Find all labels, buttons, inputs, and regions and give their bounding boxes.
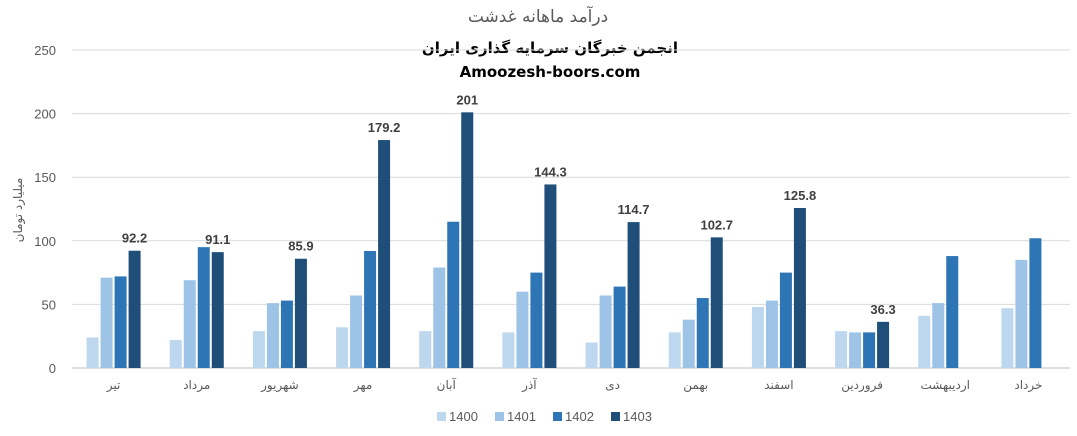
bar-1403	[128, 250, 141, 368]
bar-1403	[710, 237, 723, 368]
x-category-label: آبان	[437, 377, 457, 392]
bar-1401	[599, 295, 612, 368]
x-category-label: مرداد	[183, 378, 210, 393]
legend-label: 1403	[623, 409, 652, 424]
x-category-label: اسفند	[764, 378, 793, 392]
data-label: 125.8	[784, 188, 817, 203]
data-label: 92.2	[122, 231, 147, 246]
legend-swatch-1403	[611, 412, 620, 421]
x-category-label: اردیبهشت	[921, 378, 970, 393]
bar-1402	[946, 256, 959, 368]
bar-1401	[350, 295, 363, 368]
bar-1403	[627, 222, 640, 368]
bar-1401	[433, 267, 446, 368]
data-label: 85.9	[288, 239, 313, 254]
x-category-label: فروردین	[841, 378, 883, 393]
bar-1400	[169, 340, 182, 368]
y-tick-label: 150	[34, 170, 56, 185]
bar-1401	[266, 303, 279, 368]
bar-1400	[86, 337, 99, 368]
bar-1403	[211, 252, 224, 368]
legend-label: 1402	[565, 409, 594, 424]
bar-1401	[1015, 259, 1028, 368]
x-category-label: شهریور	[260, 378, 299, 393]
bar-1401	[516, 291, 529, 368]
x-category-label: دی	[605, 378, 620, 392]
bars	[86, 112, 1042, 368]
bar-1402	[364, 250, 377, 368]
data-label: 114.7	[618, 202, 650, 217]
bar-1402	[779, 272, 792, 368]
data-label: 179.2	[368, 120, 401, 135]
bar-1400	[585, 342, 598, 368]
y-tick-label: 50	[42, 297, 56, 312]
y-tick-label: 100	[34, 234, 56, 249]
data-label: 201	[456, 92, 478, 107]
watermark-org-name: انجمن خبرگان سرمایه گذاری ایران	[422, 39, 678, 57]
bar-1403	[461, 112, 474, 368]
y-tick-label: 200	[34, 107, 56, 122]
y-tick-label: 0	[49, 361, 56, 376]
bar-1400	[336, 327, 349, 368]
bar-1401	[932, 303, 945, 368]
data-label: 102.7	[700, 217, 733, 232]
bar-1403	[544, 184, 557, 368]
y-axis-ticks: 0 50 100 150 200 250	[34, 43, 56, 376]
bar-1402	[280, 300, 293, 368]
bar-1400	[502, 332, 515, 368]
y-axis-label: میلیارد تومان	[11, 178, 26, 243]
bar-1400	[918, 315, 931, 368]
bar-1402	[114, 276, 127, 368]
x-category-label: بهمن	[683, 378, 708, 393]
bar-1403	[378, 140, 391, 368]
bar-1401	[682, 319, 695, 368]
x-category-label: خرداد	[1014, 378, 1042, 393]
data-label: 91.1	[205, 232, 230, 247]
bar-1400	[751, 306, 764, 368]
bar-1402	[696, 298, 709, 368]
x-category-label: مهر	[353, 378, 373, 393]
watermark-website: Amoozesh-boors.com	[460, 63, 641, 81]
bar-1400	[1001, 308, 1014, 368]
data-label: 36.3	[870, 302, 895, 317]
legend-label: 1400	[449, 409, 478, 424]
x-category-label: تیر	[106, 378, 121, 393]
bar-1401	[183, 280, 196, 368]
x-axis-categories: تیر مرداد شهریور مهر آبان آذر دی بهمن اسفند فرورد…	[106, 377, 1043, 393]
bar-1402	[197, 247, 210, 368]
y-tick-label: 250	[34, 43, 56, 58]
bar-1402	[613, 286, 626, 368]
legend: 1400 1401 1402 1403	[437, 409, 652, 424]
bar-1402	[863, 332, 876, 368]
legend-swatch-1402	[553, 412, 562, 421]
bar-1401	[765, 300, 778, 368]
legend-label: 1401	[507, 409, 536, 424]
bar-1403	[877, 321, 890, 368]
bar-1401	[100, 277, 113, 368]
bar-1400	[668, 332, 681, 368]
bar-1400	[252, 331, 265, 368]
data-label: 144.3	[534, 164, 567, 179]
data-labels: 92.2 91.1 85.9 179.2 201 144.3 114.7 102.7 125.8…	[122, 92, 896, 316]
bar-1402	[530, 272, 543, 368]
legend-swatch-1401	[495, 412, 504, 421]
gridlines	[72, 49, 1070, 369]
x-category-label: آذر	[521, 377, 537, 393]
bar-1403	[294, 258, 307, 368]
chart-title: درآمد ماهانه غدشت	[468, 5, 608, 27]
bar-1403	[793, 207, 806, 368]
bar-1401	[849, 332, 862, 368]
bar-1400	[835, 331, 848, 368]
bar-1402	[1029, 238, 1042, 368]
legend-swatch-1400	[437, 412, 446, 421]
bar-1402	[447, 221, 460, 368]
bar-1400	[419, 331, 432, 368]
